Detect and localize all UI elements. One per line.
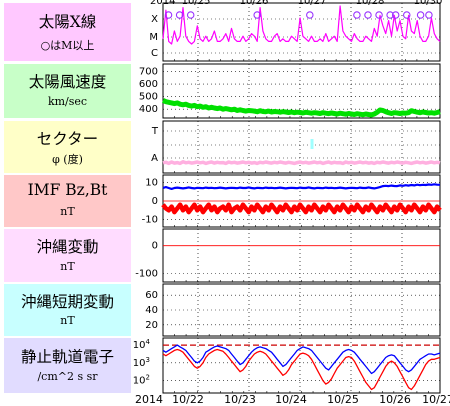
y-tick-label: 600 (139, 79, 158, 90)
y-tick-label: C (151, 48, 158, 59)
label-title: 太陽X線 (38, 12, 97, 31)
y-tick-label: 0 (152, 196, 158, 207)
y-tick-label: 40 (145, 305, 158, 316)
bottom-date-label: 10/25 (327, 393, 359, 406)
bottom-date-label: 10/27 (422, 393, 450, 406)
label-okinawa-short: 沖縄短期変動 nT (4, 284, 131, 336)
bottom-date-label: 10/26 (379, 393, 411, 406)
y-tick-label: 103 (133, 356, 150, 369)
xray-flux-line (162, 5, 441, 45)
label-title: 静止軌道電子 (20, 347, 114, 366)
label-subtitle: nT (60, 314, 75, 328)
flare-marker (416, 11, 425, 19)
plot-frame (162, 120, 441, 174)
sector-line (162, 159, 441, 166)
plot-frame (162, 283, 441, 337)
flare-marker (386, 11, 394, 19)
plot-frame (162, 228, 441, 283)
imf-bt-line (162, 183, 441, 190)
label-title: 沖縄短期変動 (20, 293, 114, 312)
label-title: セクター (36, 130, 99, 149)
bottom-date-label: 10/23 (224, 393, 256, 406)
electron-red-line (162, 348, 441, 391)
electron-blue-line (162, 344, 441, 375)
bottom-year-label: 2014 (135, 393, 163, 406)
label-title: IMF Bz,Bt (27, 181, 108, 200)
label-subtitle: nT (60, 205, 75, 219)
imf-bz-line (161, 202, 442, 215)
flare-marker (164, 11, 173, 19)
plot-frame (162, 337, 441, 394)
label-electron: 静止軌道電子/cm^2 s sr (4, 338, 131, 393)
y-tick-label: A (151, 153, 158, 164)
y-tick-label: 104 (133, 338, 151, 351)
solar-wind-line (161, 98, 441, 118)
y-tick-label: 0 (152, 241, 158, 252)
flare-marker (375, 11, 383, 19)
label-solar-wind: 太陽風速度 km/sec (4, 64, 131, 118)
y-tick-label: -10 (142, 215, 158, 226)
y-tick-label: 60 (145, 290, 158, 301)
label-subtitle: ○はM以上 (40, 38, 95, 52)
label-subtitle: km/sec (47, 95, 88, 109)
label-xray: 太陽X線 ○はM以上 (4, 3, 131, 61)
y-tick-label: -100 (135, 269, 158, 280)
plot-frame (162, 2, 441, 62)
label-sector: セクター φ (度) (4, 121, 131, 173)
flare-marker (403, 11, 411, 19)
y-tick-label: X (151, 14, 158, 25)
flare-marker (425, 11, 433, 19)
label-subtitle: nT (60, 259, 75, 273)
y-tick-label: 20 (145, 320, 158, 331)
flare-marker (175, 11, 184, 19)
flare-marker (253, 11, 261, 19)
y-tick-label: M (149, 32, 158, 43)
label-okinawa: 沖縄変動 nT (4, 229, 131, 282)
flare-marker (364, 11, 372, 19)
flare-marker (306, 11, 314, 19)
bottom-date-label: 10/22 (172, 393, 204, 406)
flare-marker (391, 11, 400, 19)
y-tick-label: 500 (139, 92, 158, 103)
y-tick-label: 700 (139, 67, 158, 78)
label-imf: IMF Bz,Bt nT (4, 175, 131, 227)
flare-marker (353, 11, 361, 19)
plot-frame (162, 63, 441, 119)
y-tick-label: 102 (133, 374, 150, 387)
flare-marker (186, 11, 195, 19)
bottom-date-label: 10/24 (275, 393, 307, 406)
y-tick-label: T (151, 126, 159, 137)
label-subtitle: /cm^2 s sr (37, 369, 98, 383)
label-subtitle: φ (度) (52, 153, 83, 167)
y-tick-label: 400 (139, 104, 158, 115)
y-tick-label: 10 (145, 177, 158, 188)
label-title: 太陽風速度 (28, 73, 107, 92)
label-title: 沖縄変動 (36, 238, 99, 257)
